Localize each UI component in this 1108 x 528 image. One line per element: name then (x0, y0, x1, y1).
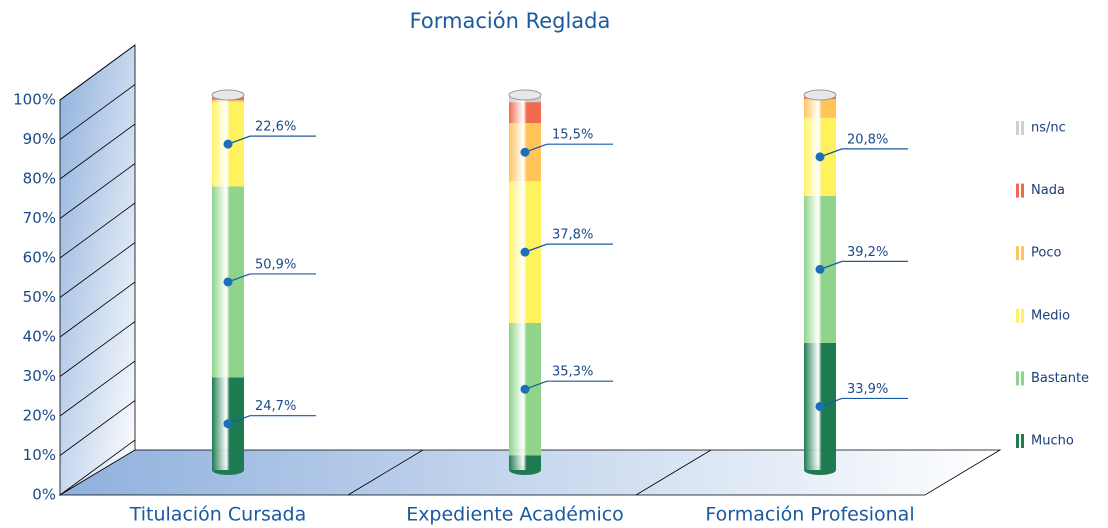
y-tick-label: 100% (13, 91, 56, 109)
chart-title: Formación Reglada (410, 9, 611, 33)
grid-line (59, 242, 136, 298)
legend-swatch (1016, 246, 1019, 261)
grid-line (59, 439, 136, 496)
legend-swatch (1021, 434, 1024, 448)
divider (347, 449, 424, 496)
legend-label: Nada (1031, 183, 1065, 198)
legend-label: Poco (1031, 246, 1061, 261)
value-label: 50,9% (255, 257, 296, 272)
callout-dot (223, 277, 233, 287)
legend-label: Bastante (1031, 371, 1089, 386)
legend-swatch (1016, 121, 1019, 135)
value-label: 39,2% (847, 245, 888, 260)
grid-line (59, 44, 136, 101)
value-label: 35,3% (552, 365, 593, 380)
bar-top (508, 89, 542, 101)
grid-line (59, 321, 136, 377)
value-label: 15,5% (552, 128, 593, 143)
value-label: 22,6% (255, 120, 296, 135)
y-tick-label: 40% (23, 328, 56, 346)
y-tick-label: 30% (23, 367, 56, 385)
value-label: 24,7% (255, 399, 296, 414)
legend-swatch (1021, 371, 1024, 386)
legend-swatch (1021, 183, 1024, 198)
value-label: 20,8% (847, 132, 888, 147)
legend-swatch (1016, 183, 1019, 198)
bar-segment (509, 455, 541, 470)
x-tick-label: Expediente Académico (406, 504, 624, 526)
grid-line (59, 360, 136, 417)
callout-dot (520, 384, 530, 394)
bar-top (211, 89, 245, 101)
value-label: 33,9% (847, 382, 888, 397)
legend-swatch (1021, 246, 1024, 261)
legend-swatch (1021, 308, 1024, 323)
bar-top (803, 89, 837, 101)
callout-dot (815, 264, 825, 274)
legend-swatch (1016, 371, 1019, 386)
y-tick-label: 20% (23, 407, 56, 425)
y-tick-label: 50% (23, 288, 56, 306)
grid-line (59, 163, 136, 219)
y-tick-label: 80% (23, 170, 56, 188)
callout-dot (520, 147, 530, 157)
grid-line (59, 84, 136, 140)
legend-label: Mucho (1031, 434, 1074, 449)
callout-dot (520, 247, 530, 257)
bar-segment (509, 102, 541, 124)
legend-swatch (1016, 308, 1019, 323)
callout-dot (223, 139, 233, 149)
grid-line (59, 281, 136, 338)
legend-label: Medio (1031, 308, 1070, 323)
legend-swatch (1016, 434, 1019, 448)
grid-line (59, 400, 136, 456)
value-label: 37,8% (552, 228, 593, 243)
bar-segment (804, 99, 836, 118)
callout-dot (815, 152, 825, 162)
divider (635, 449, 712, 496)
y-tick-label: 10% (23, 446, 56, 464)
y-tick-label: 90% (23, 130, 56, 148)
y-tick-label: 60% (23, 249, 56, 267)
legend-label: ns/nc (1031, 121, 1066, 136)
x-tick-label: Titulación Cursada (129, 504, 307, 526)
y-tick-label: 0% (32, 486, 56, 504)
callout-dot (815, 401, 825, 411)
bar-segment (212, 100, 244, 102)
y-tick-label: 70% (23, 209, 56, 227)
callout-dot (223, 419, 233, 429)
x-tick-label: Formación Profesional (705, 504, 914, 526)
grid-line (59, 202, 136, 259)
legend-swatch (1021, 121, 1024, 135)
grid-line (59, 123, 136, 180)
